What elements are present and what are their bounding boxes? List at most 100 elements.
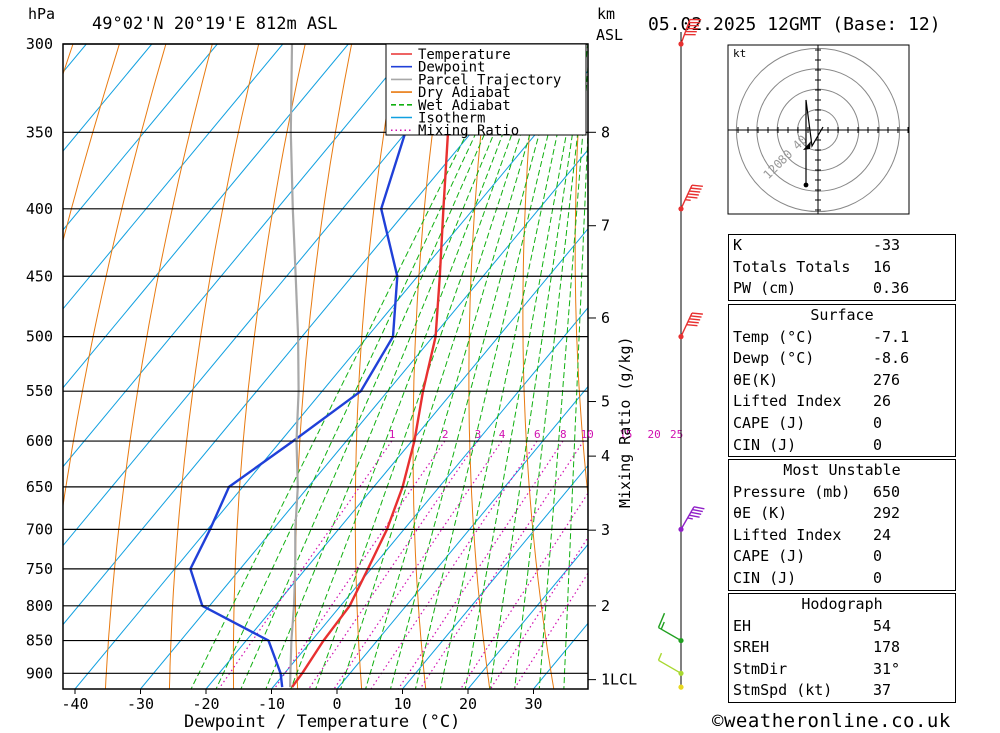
datetime-title: 05.02.2025 12GMT (Base: 12) <box>648 14 941 35</box>
hodograph-title: Hodograph <box>801 595 883 613</box>
dry_adiabat-legend-label: Dry Adiabat <box>418 85 511 101</box>
dry-adiabat-line <box>626 44 683 692</box>
mu-row: CAPE (J) 0 <box>729 546 955 568</box>
wet_adiabat-legend-label: Wet Adiabat <box>418 98 511 114</box>
wind-barb-feather <box>689 514 700 518</box>
wind-barb-feather <box>689 318 701 321</box>
index-value: 31° <box>873 659 901 678</box>
isotherm-line <box>63 44 546 626</box>
km-tick-label: 5 <box>601 393 610 411</box>
hpa-label: hPa <box>28 5 55 23</box>
asl-label: ASL <box>596 26 623 44</box>
pressure-tick-label: 550 <box>26 382 53 400</box>
wind-barb-half-feather <box>687 517 693 520</box>
credit-text: ©weatheronline.co.uk <box>712 710 951 732</box>
wind-barb-staff <box>680 19 691 45</box>
km-tick-label: 4 <box>601 447 610 465</box>
dry-adiabat-line <box>522 44 555 689</box>
index-label: θE(K) <box>733 370 779 389</box>
mixing-ratio-label: 1 <box>389 428 396 441</box>
index-label: Dewp (°C) <box>733 349 815 368</box>
mu-row: θE (K) 292 <box>729 503 955 525</box>
pressure-tick-label: 850 <box>26 632 53 650</box>
pressure-tick-label: 800 <box>26 597 53 615</box>
wind-barb-feather <box>690 511 702 516</box>
dry-adiabat-line <box>295 44 353 689</box>
mixing-ratio-label: 2 <box>442 428 449 441</box>
mixing-ratio-label: 15 <box>619 428 632 441</box>
mixing-ratio-line <box>419 440 585 689</box>
wet-adiabat-line <box>439 44 577 689</box>
wind-barb-half-feather <box>657 652 663 661</box>
isotherm-line <box>63 44 153 152</box>
index-label: PW (cm) <box>733 279 797 298</box>
parcel-legend-label: Parcel Trajectory <box>418 72 561 88</box>
isotherm-line <box>336 385 588 689</box>
surface-row: θE(K) 276 <box>729 370 955 392</box>
x-tick-label: -30 <box>127 695 154 713</box>
x-tick-label: -20 <box>192 695 219 713</box>
pressure-tick-label: 600 <box>26 432 53 450</box>
index-value: 650 <box>873 482 901 501</box>
km-label: km <box>597 5 615 23</box>
wet-adiabat-line <box>365 44 558 689</box>
pressure-tick-label: 700 <box>26 520 53 538</box>
wet-adiabat-line <box>563 120 588 689</box>
mixing-ratio-line <box>333 440 503 689</box>
parcel-line <box>289 44 300 688</box>
dewpoint-line <box>189 44 407 688</box>
surface-row: Lifted Index 26 <box>729 391 955 413</box>
km-tick-label: 7 <box>601 217 610 235</box>
km-tick-label: 1LCL <box>601 671 637 689</box>
wind-barb-feather <box>687 321 699 324</box>
mixing-ratio-line <box>307 440 479 689</box>
wind-barb-feather <box>687 193 699 196</box>
index-value: 0 <box>873 568 883 587</box>
pressure-tick-label: 450 <box>26 267 53 285</box>
index-value: 0 <box>873 547 883 566</box>
isotherm-line <box>74 70 588 689</box>
mu-row: CIN (J) 0 <box>729 568 955 590</box>
wet-adiabat-line <box>340 44 551 689</box>
mixing-ratio-label: 25 <box>670 428 683 441</box>
wet-adiabat-line <box>414 44 571 689</box>
dry-adiabat-line <box>574 44 588 500</box>
x-axis-title: Dewpoint / Temperature (°C) <box>184 712 460 732</box>
index-label: CAPE (J) <box>733 413 806 432</box>
most-unstable-title: Most Unstable <box>783 461 901 479</box>
index-value: 0 <box>873 435 883 454</box>
wet-adiabat-line <box>514 44 588 689</box>
wet-adiabat-line <box>489 44 587 689</box>
surface-row: Dewp (°C) -8.6 <box>729 348 955 370</box>
index-value: 24 <box>873 525 892 544</box>
index-value: -33 <box>873 236 901 254</box>
most-unstable-table: Most Unstable Pressure (mb) 650 θE (K) 292… <box>728 459 956 591</box>
isotherm-line <box>63 44 218 231</box>
wet-adiabat-line <box>464 44 584 689</box>
dry-adiabat-line <box>354 44 399 689</box>
wind-barb-staff <box>680 184 693 210</box>
wind-barb-feather <box>686 323 698 327</box>
x-tick-label: 0 <box>332 695 341 713</box>
temperature-line <box>291 44 464 688</box>
surface-table: Surface Temp (°C) -7.1 Dewp (°C) -8.6 θE(K… <box>728 304 956 458</box>
x-tick-label: -40 <box>61 695 88 713</box>
isotherm-legend-label: Isotherm <box>418 111 485 127</box>
mixing-ratio-label: 10 <box>581 428 594 441</box>
index-value: 26 <box>873 392 892 411</box>
wind-barb-staff <box>658 659 682 674</box>
index-label: θE (K) <box>733 504 788 523</box>
x-tick-label: -10 <box>258 695 285 713</box>
isotherm-line <box>402 464 588 689</box>
index-label: SREH <box>733 638 770 657</box>
mixing-ratio-label: 20 <box>648 428 661 441</box>
pressure-tick-label: 350 <box>26 123 53 141</box>
dry-adiabat-line <box>468 44 492 689</box>
isotherm-line <box>140 149 588 689</box>
axes: 1 2 3 4 6 8 10 15 20 2530035040045050055060065070… <box>26 35 683 713</box>
storm-motion-arrow <box>803 141 811 150</box>
isotherm-line <box>63 44 349 389</box>
index-label: StmDir <box>733 659 788 678</box>
